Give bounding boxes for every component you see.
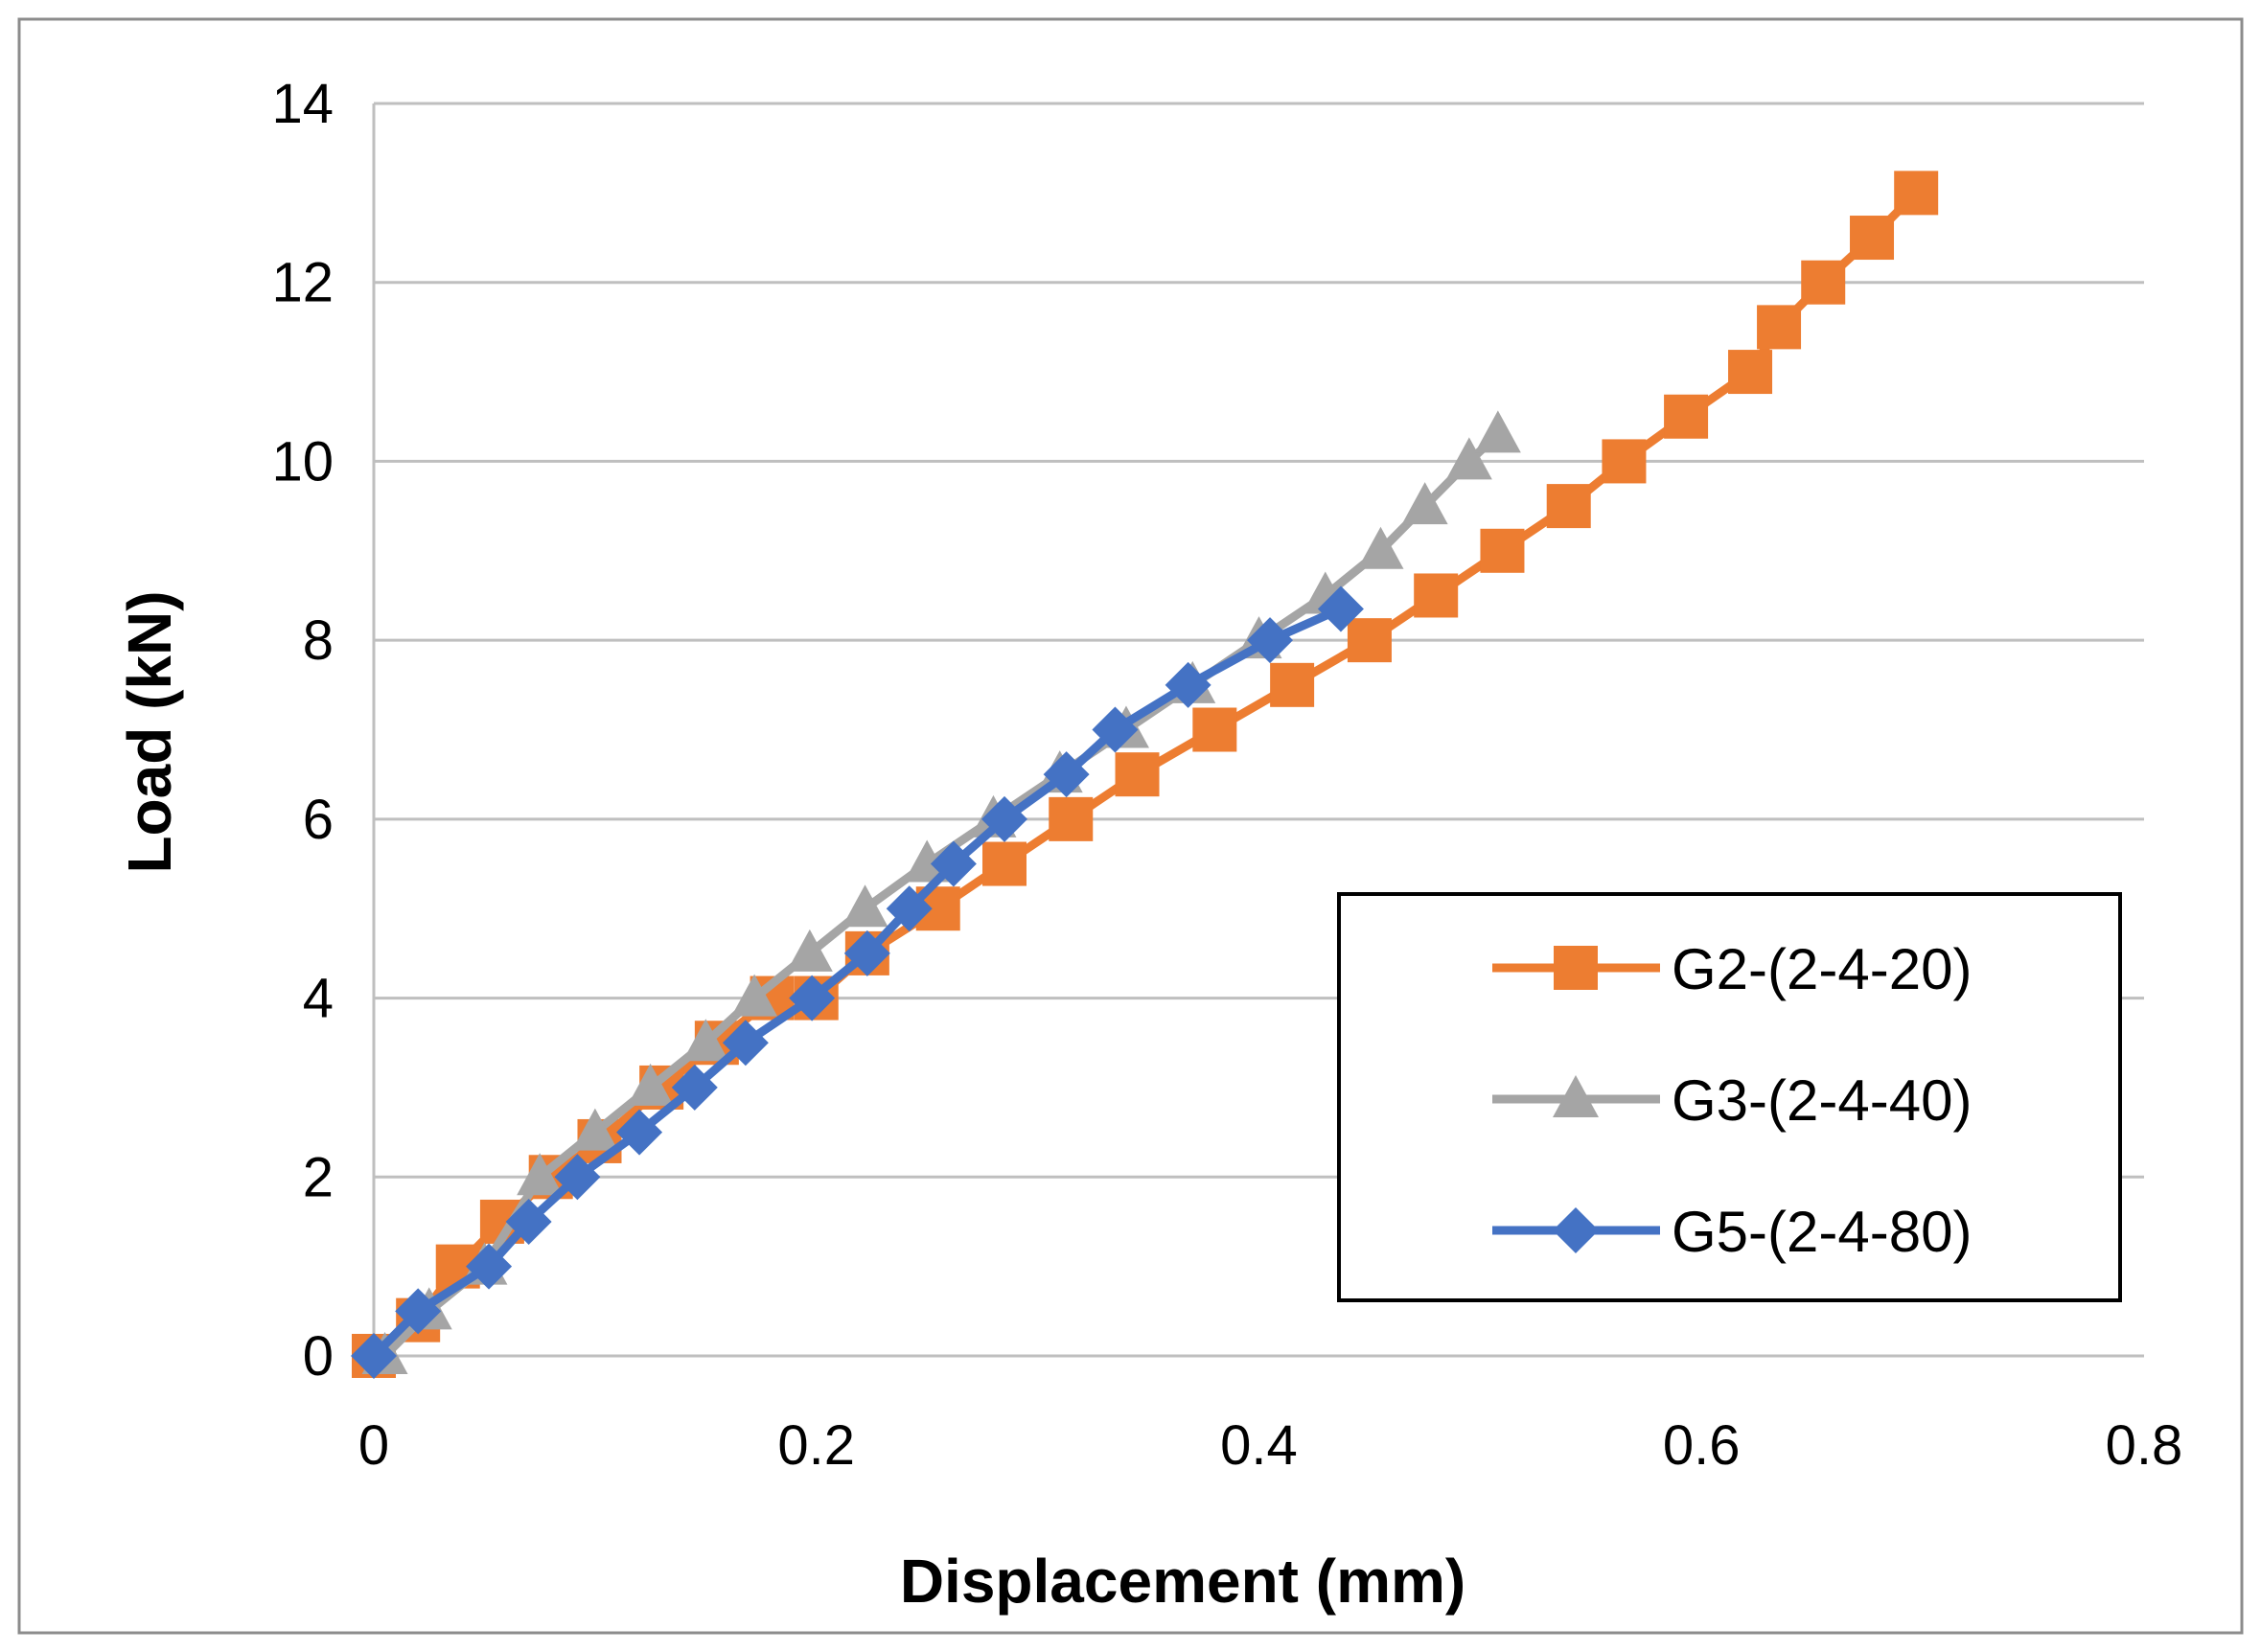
data-point <box>981 841 1027 886</box>
data-point <box>930 840 977 887</box>
data-point <box>1602 439 1647 484</box>
data-point <box>1474 410 1521 453</box>
data-point <box>1317 585 1364 632</box>
data-point <box>1401 482 1448 525</box>
x-tick-label: 0 <box>358 1414 389 1477</box>
data-point <box>1414 573 1459 618</box>
y-tick-label: 8 <box>303 609 334 672</box>
data-point <box>842 884 888 928</box>
y-tick-label: 6 <box>303 789 334 851</box>
data-point <box>786 929 833 972</box>
legend-item: G5-(2-4-80) <box>1492 1200 1972 1264</box>
data-point <box>1894 171 1939 216</box>
legend-label: G3-(2-4-40) <box>1672 1068 1972 1133</box>
data-point <box>1357 526 1404 569</box>
legend-box <box>1337 892 2122 1302</box>
data-point <box>505 1198 552 1245</box>
data-point <box>351 1333 397 1379</box>
y-tick-label: 0 <box>303 1325 334 1388</box>
data-point <box>1347 618 1392 663</box>
data-point <box>843 929 890 976</box>
chart-border <box>17 17 2244 1635</box>
data-point <box>1445 437 1492 480</box>
y-axis-title: Load (kN) <box>115 590 184 873</box>
data-point <box>1192 707 1237 752</box>
x-tick-label: 0.2 <box>777 1414 855 1477</box>
data-point <box>682 1019 729 1062</box>
data-point <box>616 1109 663 1156</box>
legend-label: G5-(2-4-80) <box>1672 1200 1972 1264</box>
x-tick-label: 0.4 <box>1220 1414 1298 1477</box>
legend-item: G3-(2-4-40) <box>1492 1068 1972 1133</box>
data-point <box>1546 484 1591 529</box>
data-point <box>789 975 836 1021</box>
x-tick-label: 0.8 <box>2106 1414 2183 1477</box>
y-tick-label: 4 <box>303 968 334 1030</box>
data-point <box>886 885 933 932</box>
data-point <box>1092 706 1139 753</box>
y-tick-label: 2 <box>303 1146 334 1208</box>
series-layer <box>351 171 1939 1379</box>
data-point <box>1049 796 1094 841</box>
legend-marker <box>1554 946 1598 990</box>
legend-items: G2-(2-4-20) G3-(2-4-40) G5-(2-4-80) <box>1492 937 1972 1264</box>
x-axis-title: Displacement (mm) <box>900 1547 1465 1616</box>
legend-marker <box>1553 1207 1599 1253</box>
legend: G2-(2-4-20) G3-(2-4-40) G5-(2-4-80) <box>1337 892 2122 1302</box>
data-point <box>1664 394 1709 439</box>
legend-marker <box>1553 1075 1599 1117</box>
legend-label: G2-(2-4-20) <box>1672 937 1972 1001</box>
data-point <box>981 795 1027 842</box>
data-point <box>466 1243 513 1290</box>
data-point <box>395 1288 442 1335</box>
data-point <box>1247 617 1294 664</box>
data-point <box>554 1154 601 1201</box>
series-diamond <box>351 585 1364 1379</box>
data-point <box>1115 752 1160 797</box>
y-tick-labels: 0 2 4 6 8 10 12 14 <box>271 73 334 1388</box>
data-point <box>1757 305 1802 350</box>
data-point <box>1801 260 1846 305</box>
y-tick-label: 14 <box>271 73 334 135</box>
legend-item: G2-(2-4-20) <box>1492 937 1972 1001</box>
y-tick-label: 10 <box>271 430 334 493</box>
data-point <box>627 1063 674 1106</box>
x-tick-labels: 0 0.2 0.4 0.6 0.8 <box>358 1414 2182 1477</box>
data-point <box>731 974 778 1017</box>
data-point <box>1480 528 1525 573</box>
data-point <box>1270 662 1315 707</box>
data-point <box>1043 751 1090 798</box>
data-point <box>671 1064 718 1111</box>
data-point <box>571 1108 618 1151</box>
data-point <box>517 1153 564 1196</box>
x-tick-label: 0.6 <box>1663 1414 1741 1477</box>
data-point <box>1728 350 1773 395</box>
data-point <box>1850 216 1895 261</box>
data-point <box>1165 661 1211 708</box>
y-tick-label: 12 <box>271 252 334 314</box>
data-point <box>722 1020 769 1067</box>
